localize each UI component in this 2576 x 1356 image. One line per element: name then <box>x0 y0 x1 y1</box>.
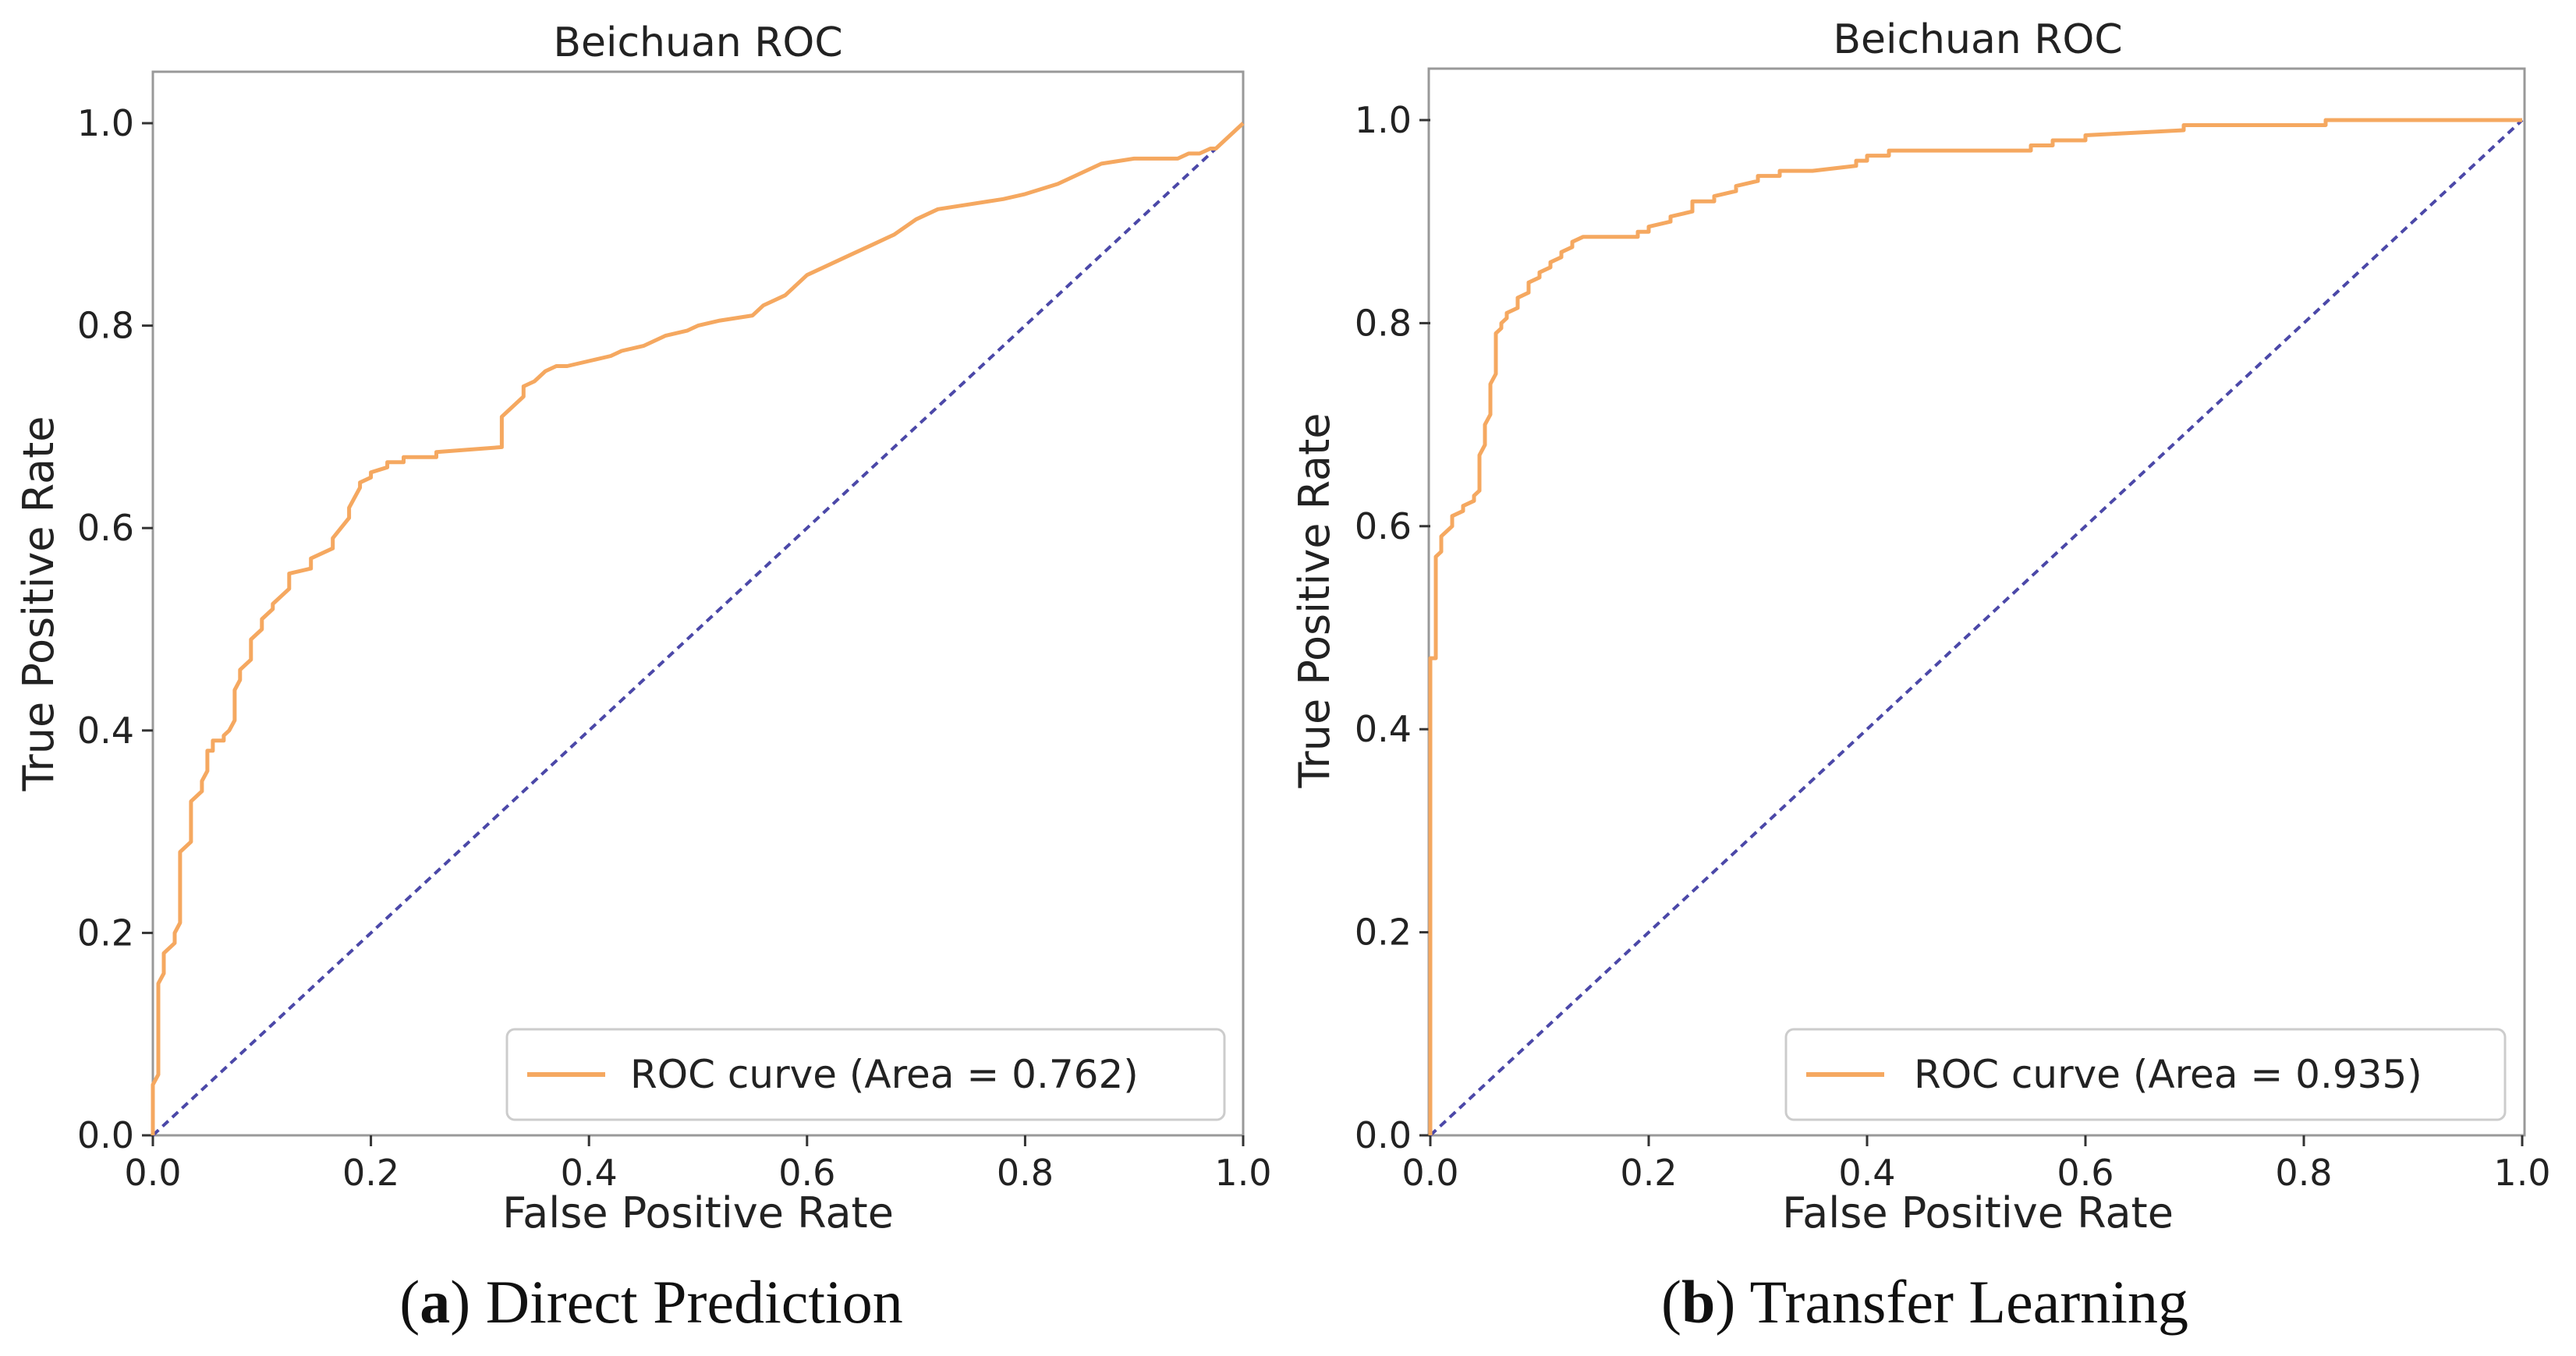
chart-b-y-axis-label: True Positive Rate <box>1290 412 1339 788</box>
chart-b-legend-label: ROC curve (Area = 0.935) <box>1914 1052 2422 1097</box>
chart-b-x-tick-label: 0.0 <box>1401 1152 1458 1194</box>
chart-b-roc-curve <box>1428 118 2522 1135</box>
chart-b-x-tick-label: 0.2 <box>1620 1152 1677 1194</box>
chart-b-legend: ROC curve (Area = 0.935) <box>1784 1028 2507 1121</box>
chart-b-y-tick-label: 0.6 <box>1355 505 1412 547</box>
chart-b-legend-box <box>1784 1028 2507 1121</box>
chart-a-y-ticks: 0.0 0.2 0.4 0.6 0.8 1.0 <box>77 102 153 1156</box>
chart-b-x-tick-label: 0.6 <box>2057 1152 2114 1194</box>
chart-a-diagonal-line <box>151 122 1245 1137</box>
chart-b-y-tick-label: 0.2 <box>1355 912 1412 954</box>
chart-a-x-tick-label: 0.4 <box>561 1152 618 1194</box>
chart-a-y-axis-label: True Positive Rate <box>14 416 63 791</box>
chart-b-x-tick-label: 0.8 <box>2275 1152 2332 1194</box>
chart-a-plot-frame <box>151 70 1245 1137</box>
chart-a-caption-text: Direct Prediction <box>486 1268 903 1336</box>
chart-a-roc-curve <box>151 122 1245 1135</box>
chart-b-y-ticks: 0.0 0.2 0.4 0.6 0.8 1.0 <box>1355 99 1430 1156</box>
chart-a-x-tick-label: 1.0 <box>1214 1152 1271 1194</box>
chart-a-x-tick-label: 0.0 <box>124 1152 181 1194</box>
chart-b-caption: (b) Transfer Learning <box>1661 1268 2188 1336</box>
chart-a-y-tick-label: 0.4 <box>77 710 134 752</box>
chart-b-x-ticks: 0.0 0.2 0.4 0.6 0.8 1.0 <box>1401 1135 2551 1194</box>
chart-b-x-axis-label: False Positive Rate <box>1782 1188 2174 1237</box>
chart-a-y-tick-label: 0.8 <box>77 305 134 347</box>
chart-a-title: Beichuan ROC <box>553 19 842 66</box>
chart-b-plot-frame <box>1427 67 2526 1137</box>
chart-a-caption: (a) Direct Prediction <box>399 1268 902 1336</box>
chart-b-y-tick-label: 1.0 <box>1355 99 1412 141</box>
chart-a-x-tick-label: 0.2 <box>342 1152 399 1194</box>
chart-a-legend-label: ROC curve (Area = 0.762) <box>630 1052 1139 1097</box>
chart-a-x-tick-label: 0.8 <box>997 1152 1054 1194</box>
chart-a-y-tick-label: 0.6 <box>77 507 134 549</box>
panel-a: Beichuan ROC 0.00.20.40.60.81.0 0.0 0.2 0.… <box>14 19 1272 1336</box>
chart-b-title: Beichuan ROC <box>1833 16 2122 63</box>
chart-b-caption-text: Transfer Learning <box>1750 1268 2188 1336</box>
chart-b-y-tick-label: 0.4 <box>1355 708 1412 750</box>
chart-b-diagonal-line <box>1429 119 2524 1137</box>
chart-b-x-tick-label: 1.0 <box>2493 1152 2550 1194</box>
chart-b-y-tick-label: 0.8 <box>1355 302 1412 344</box>
chart-b-x-tick-label: 0.4 <box>1838 1152 1895 1194</box>
chart-a-legend-box <box>505 1028 1226 1121</box>
chart-a-y-tick-label: 0.2 <box>77 912 134 954</box>
chart-a-y-tick-label: 1.0 <box>77 102 134 144</box>
chart-a-x-ticks: 0.0 0.2 0.4 0.6 0.8 1.0 <box>124 1135 1272 1194</box>
panel-b: Beichuan ROC 0.00.20.40.60.81.0 0.0 0.2 0.… <box>1290 16 2551 1336</box>
chart-a-y-tick-label: 0.0 <box>77 1114 134 1156</box>
chart-a-x-axis-label: False Positive Rate <box>502 1188 894 1237</box>
chart-b-y-tick-label: 0.0 <box>1355 1114 1412 1156</box>
chart-a-x-tick-label: 0.6 <box>778 1152 835 1194</box>
chart-b-caption-letter: b <box>1681 1268 1715 1336</box>
chart-a-legend: ROC curve (Area = 0.762) <box>505 1028 1226 1121</box>
chart-a-caption-letter: a <box>420 1268 450 1336</box>
